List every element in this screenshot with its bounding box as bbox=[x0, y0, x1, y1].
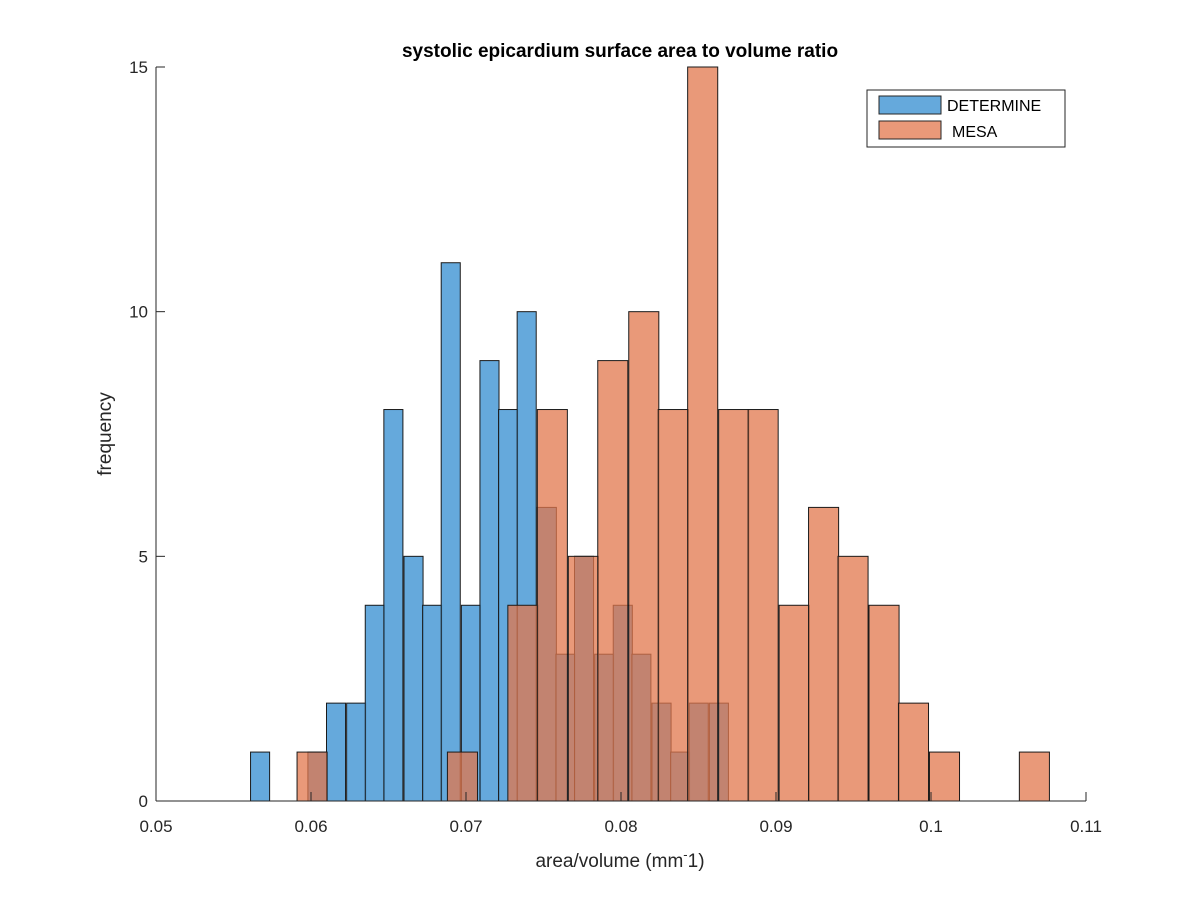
bar-determine-7 bbox=[383, 409, 404, 802]
legend-label-mesa: MESA bbox=[952, 124, 998, 141]
x-axis-label: area/volume (mm-1) bbox=[535, 847, 704, 872]
bar-mesa-12 bbox=[657, 409, 689, 802]
x-tick-label: 0.07 bbox=[449, 817, 482, 836]
bar-determine-6 bbox=[364, 604, 385, 802]
bar-determine-0 bbox=[250, 751, 271, 802]
legend: DETERMINE MESA bbox=[866, 89, 1066, 148]
bar-determine-10 bbox=[440, 262, 461, 802]
bar-determine-5 bbox=[346, 702, 367, 802]
bar-determine-8 bbox=[403, 555, 424, 802]
bar-mesa-7 bbox=[507, 604, 539, 802]
bar-mesa-9 bbox=[567, 555, 599, 802]
bar-mesa-24 bbox=[1018, 751, 1050, 802]
bar-mesa-18 bbox=[837, 555, 869, 802]
x-axis-label-superscript: - bbox=[683, 847, 687, 862]
bar-determine-9 bbox=[422, 604, 443, 802]
axes-layer: 0.05 0.06 0.07 0.08 0.09 0.1 0.11 0 5 10 15 bbox=[129, 58, 1102, 836]
bar-determine-4 bbox=[326, 702, 347, 802]
legend-swatch-mesa bbox=[878, 120, 942, 140]
y-tick-label: 10 bbox=[129, 303, 148, 322]
bar-mesa-16 bbox=[778, 604, 810, 802]
bar-mesa-0 bbox=[296, 751, 328, 802]
x-axis-label-tail: 1) bbox=[688, 851, 705, 872]
bar-mesa-5 bbox=[446, 751, 478, 802]
y-tick-label: 0 bbox=[139, 792, 148, 811]
x-tick-label: 0.08 bbox=[604, 817, 637, 836]
bar-mesa-14 bbox=[718, 409, 750, 802]
x-axis-label-main: area/volume (mm bbox=[535, 851, 683, 872]
bar-mesa-19 bbox=[868, 604, 900, 802]
bar-mesa-15 bbox=[747, 409, 779, 802]
bar-mesa-11 bbox=[628, 311, 660, 802]
x-tick-label: 0.06 bbox=[294, 817, 327, 836]
x-tick-label: 0.05 bbox=[139, 817, 172, 836]
chart-title: systolic epicardium surface area to volu… bbox=[402, 41, 838, 62]
bar-mesa-20 bbox=[897, 702, 930, 802]
y-axis-label: frequency bbox=[95, 392, 116, 476]
bar-mesa-17 bbox=[808, 506, 840, 802]
bar-mesa-8 bbox=[536, 409, 568, 802]
bars-layer bbox=[250, 66, 1050, 802]
legend-swatch-determine bbox=[878, 95, 942, 115]
y-tick-label: 15 bbox=[129, 58, 148, 77]
x-tick-label: 0.1 bbox=[919, 817, 943, 836]
bar-mesa-13 bbox=[687, 66, 719, 802]
bar-determine-12 bbox=[479, 360, 500, 802]
bar-mesa-21 bbox=[928, 751, 961, 802]
legend-label-determine: DETERMINE bbox=[947, 98, 1041, 115]
bar-mesa-10 bbox=[597, 360, 629, 802]
x-tick-label: 0.09 bbox=[759, 817, 792, 836]
y-tick-label: 5 bbox=[139, 547, 148, 566]
x-tick-label: 0.11 bbox=[1070, 817, 1102, 836]
